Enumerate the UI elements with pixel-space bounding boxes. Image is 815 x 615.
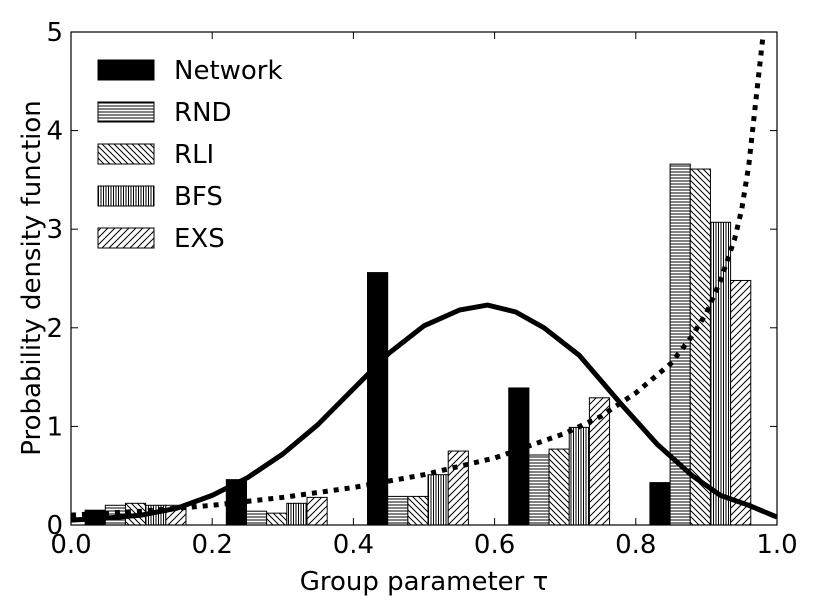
x-tick-label: 0.4 [333, 530, 374, 560]
bar-rnd-bin-1 [245, 510, 268, 526]
bar-rli-bin-4 [689, 168, 711, 526]
bar-bfs-bin-3 [568, 426, 590, 526]
x-tick-label: 1.0 [756, 530, 797, 560]
density-curves [70, 36, 778, 523]
legend-swatch-exs [97, 227, 155, 249]
bar-network-bin-4 [649, 482, 671, 526]
x-tick-label: 0.2 [192, 530, 233, 560]
solid-density-curve [70, 302, 778, 523]
legend: Network RND RLI BFS EXS [97, 56, 283, 254]
bar-exs-bin-1 [306, 496, 328, 526]
dotted-density-curve [70, 36, 766, 518]
y-tick-label: 5 [46, 18, 63, 48]
y-tick-label: 0 [46, 511, 63, 541]
y-tick-label: 4 [46, 117, 63, 147]
bar-exs-bin-4 [730, 279, 752, 526]
legend-swatch-network [97, 59, 155, 81]
legend-label-bfs: BFS [174, 182, 223, 212]
legend-label-network: Network [174, 56, 283, 86]
x-tick-label: 0.0 [50, 530, 91, 560]
bar-bfs-bin-1 [286, 502, 308, 526]
legend-swatch-rnd [97, 101, 155, 123]
bar-bfs-bin-4 [709, 221, 732, 526]
legend-label-rnd: RND [174, 98, 232, 128]
bar-bfs-bin-2 [427, 474, 449, 526]
x-tick-label: 0.8 [615, 530, 656, 560]
y-tick-label: 3 [46, 215, 63, 245]
bar-rli-bin-3 [548, 448, 570, 526]
bar-rnd-bin-3 [528, 454, 550, 526]
legend-swatch-bfs [97, 185, 155, 207]
bar-network-bin-2 [367, 272, 389, 526]
bar-rnd-bin-2 [387, 495, 409, 526]
bar-rli-bin-1 [266, 512, 288, 526]
bar-exs-bin-2 [447, 450, 469, 526]
y-tick-label: 2 [46, 314, 63, 344]
plot-area-frame [70, 31, 778, 526]
legend-label-rli: RLI [174, 140, 214, 170]
y-axis-label: Probability density function [17, 100, 47, 456]
bars [84, 163, 752, 526]
bar-rli-bin-2 [407, 495, 429, 526]
y-axis-ticks: 0 1 2 3 4 5 [46, 18, 777, 541]
x-axis-ticks: 0.0 0.2 0.4 0.6 0.8 1.0 [50, 32, 798, 560]
legend-label-exs: EXS [174, 224, 225, 254]
x-axis-label: Group parameter τ [300, 567, 549, 597]
legend-swatch-rli [97, 143, 155, 165]
x-tick-label: 0.6 [474, 530, 515, 560]
y-tick-label: 1 [46, 412, 63, 442]
bar-network-bin-3 [508, 387, 530, 526]
